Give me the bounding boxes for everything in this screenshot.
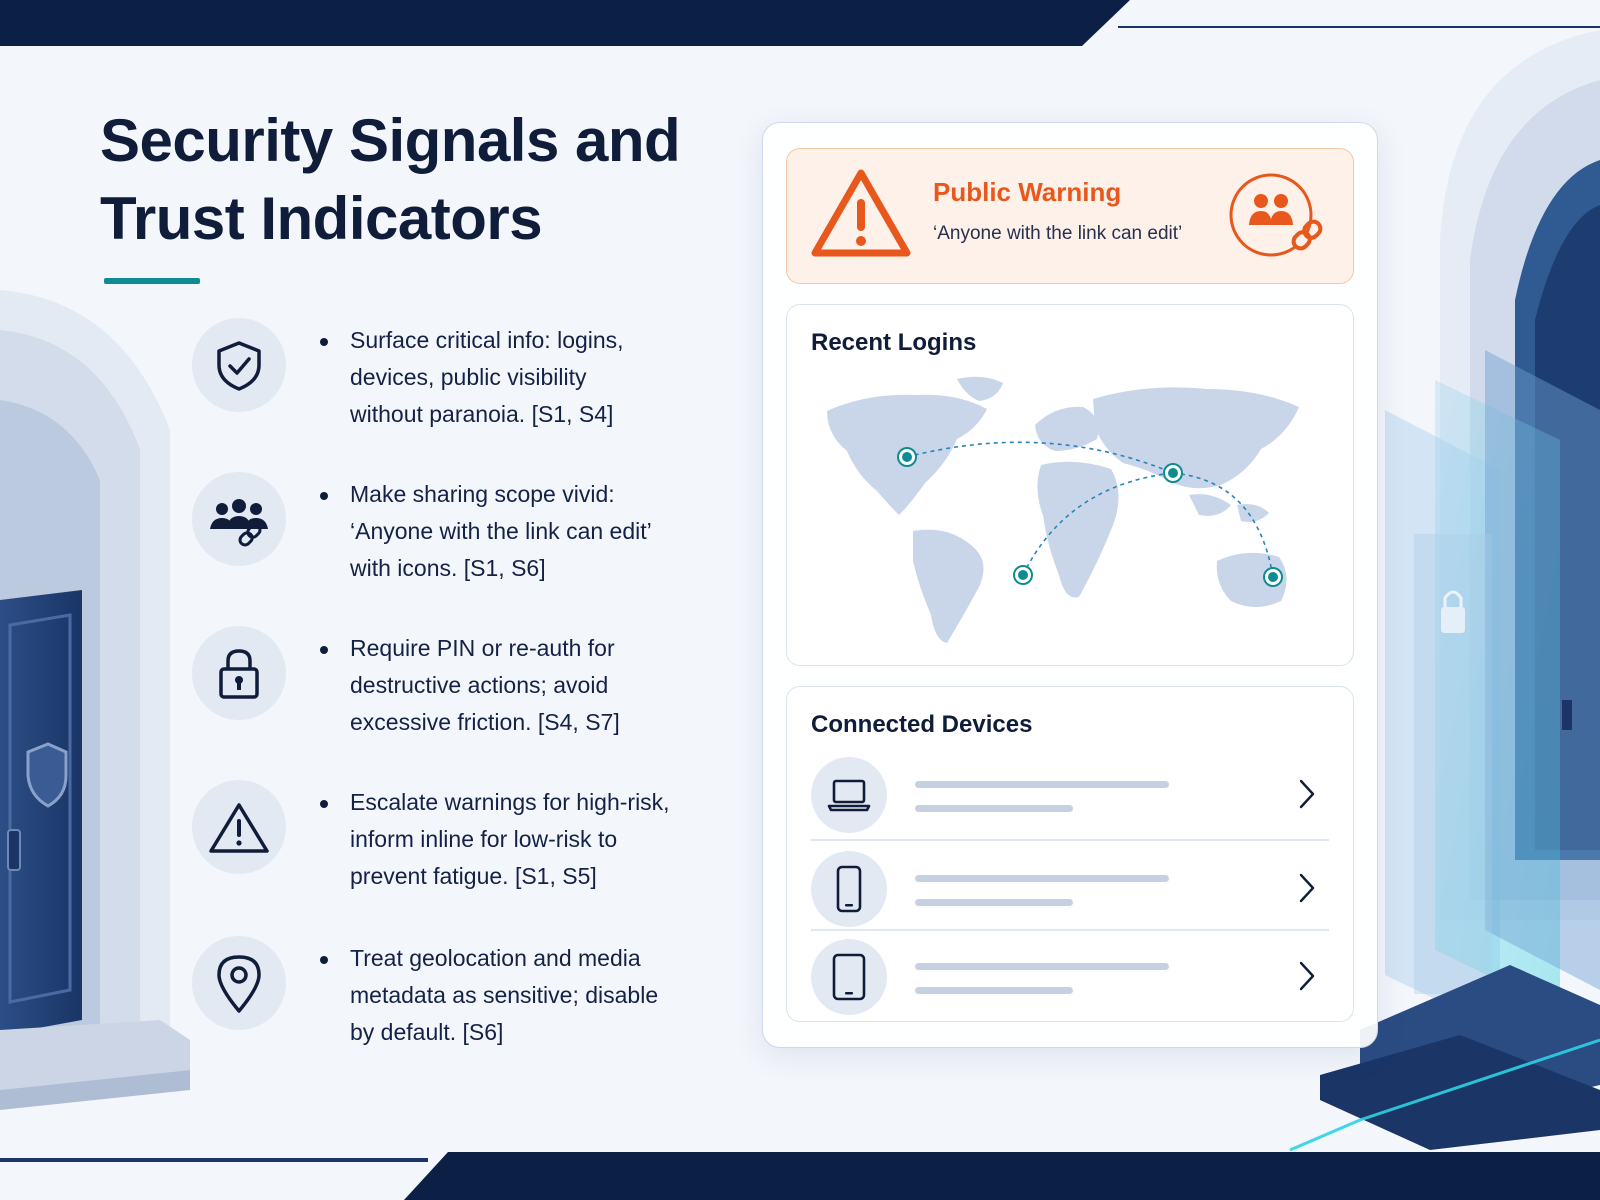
bottom-band [404,1152,1600,1200]
warning-triangle-icon [811,169,911,257]
title-line-1: Security Signals and [100,107,681,174]
bullet-dot [320,338,328,346]
right-door-illustration [1289,30,1600,1152]
device-name-placeholder [915,781,1169,788]
recent-logins-title: Recent Logins [811,329,977,356]
device-detail-placeholder [915,987,1073,994]
chevron-right-icon [1299,779,1315,809]
warning-icon [192,780,286,874]
left-door-illustration [0,290,190,1110]
device-detail-placeholder [915,805,1073,812]
title-accent-bar [104,278,200,284]
tablet-icon [811,939,887,1015]
login-markers [897,447,1283,587]
point-text: Escalate warnings for high-risk, inform … [350,789,670,889]
connected-devices-title: Connected Devices [811,711,1033,738]
point-item: Require PIN or re-auth for destructive a… [192,626,712,736]
point-item: Escalate warnings for high-risk, inform … [192,780,712,890]
point-text: Surface critical info: logins, devices, … [350,327,624,427]
device-name-placeholder [915,875,1169,882]
bullet-dot [320,956,328,964]
location-pin-icon [192,936,286,1030]
chevron-right-icon [1299,873,1315,903]
warning-text: ‘Anyone with the link can edit’ [933,223,1183,244]
public-warning-banner[interactable]: Public Warning ‘Anyone with the link can… [786,148,1354,284]
point-text: Treat geolocation and media metadata as … [350,945,659,1045]
device-detail-placeholder [915,899,1073,906]
chevron-right-icon [1299,961,1315,991]
device-row-tablet[interactable] [811,933,1319,1023]
connected-devices-card: Connected Devices [786,686,1354,1022]
row-divider [811,929,1329,931]
point-item: Surface critical info: logins, devices, … [192,318,712,428]
point-item: Treat geolocation and media metadata as … [192,936,712,1046]
users-link-icon [192,472,286,566]
bullet-dot [320,646,328,654]
world-map [827,376,1299,643]
bullet-dot [320,492,328,500]
lock-icon [192,626,286,720]
title-line-2: Trust Indicators [100,185,543,252]
shield-check-icon [192,318,286,412]
row-divider [811,839,1329,841]
point-text: Require PIN or re-auth for destructive a… [350,635,620,735]
warning-title: Public Warning [933,177,1122,207]
bullet-dot [320,800,328,808]
laptop-icon [811,757,887,833]
phone-icon [811,851,887,927]
device-row-phone[interactable] [811,845,1319,935]
point-item: Make sharing scope vivid: ‘Anyone with t… [192,472,712,582]
point-text: Make sharing scope vivid: ‘Anyone with t… [350,481,652,581]
top-band [0,0,1130,46]
device-row-laptop[interactable] [811,751,1319,841]
page-title: Security Signals and Trust Indicators [100,102,740,258]
users-link-warning-icon [1229,173,1323,257]
recent-logins-card: Recent Logins [786,304,1354,666]
device-name-placeholder [915,963,1169,970]
